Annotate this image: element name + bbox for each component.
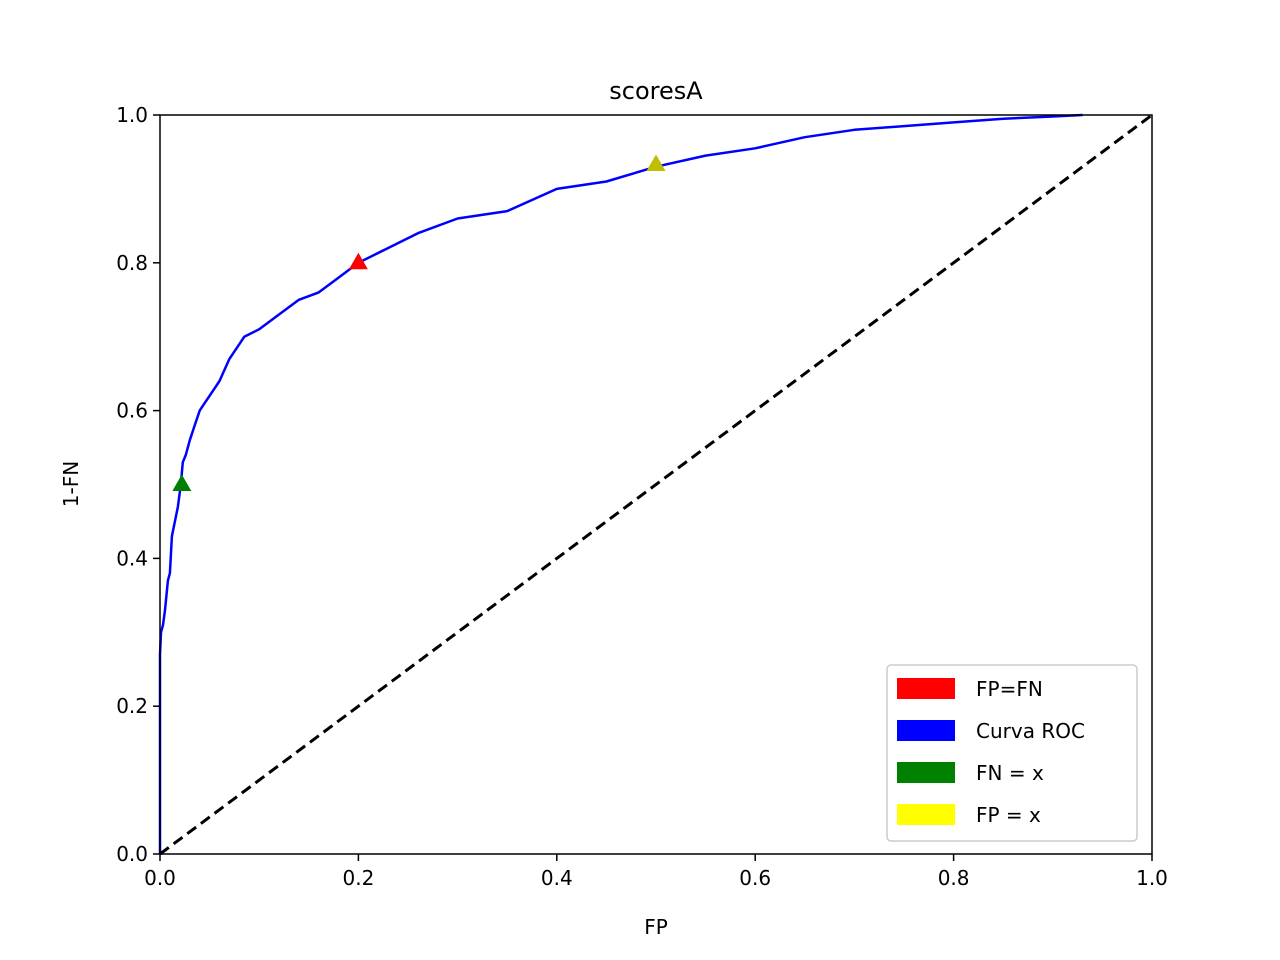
marker-point-2 [172, 474, 192, 491]
x-tick-label-5: 1.0 [1136, 866, 1168, 890]
axes-frame [159, 114, 1153, 855]
legend-swatch-fp-x [897, 804, 955, 825]
legend-swatch-curva-roc [897, 720, 955, 741]
axes: 0.0 0.2 0.4 0.6 0.8 1.0 0.0 0.2 0.4 0.6 0.8 1.0 [116, 103, 1168, 890]
x-tick-label-4: 0.8 [938, 866, 970, 890]
plot-area [158, 113, 1153, 856]
legend-label-curva-roc: Curva ROC [976, 719, 1085, 743]
marker-point-3 [646, 154, 666, 172]
x-tick-label-2: 0.4 [541, 866, 573, 890]
marker-point-1 [348, 252, 368, 270]
x-axis-label: FP [644, 915, 668, 939]
series-line-curva-roc [158, 113, 1083, 854]
chart-title: scoresA [609, 77, 703, 105]
x-tick-label-1: 0.2 [342, 866, 374, 890]
legend-swatch-fn-x [897, 762, 955, 783]
y-tick-label-3: 0.6 [116, 399, 148, 423]
legend-label-fp-fn: FP=FN [976, 677, 1043, 701]
x-tick-label-0: 0.0 [144, 866, 176, 890]
legend-label-fp-x: FP = x [976, 803, 1041, 827]
x-tick-label-3: 0.6 [739, 866, 771, 890]
y-tick-label-2: 0.4 [116, 546, 148, 570]
y-tick-label-5: 1.0 [116, 103, 148, 127]
y-axis-label: 1-FN [59, 461, 83, 507]
legend: FP=FN Curva ROC FN = x FP = x [886, 664, 1138, 842]
reference-diagonal-line [159, 113, 1153, 856]
legend-label-fn-x: FN = x [976, 761, 1044, 785]
y-tick-label-0: 0.0 [116, 842, 148, 866]
y-tick-label-1: 0.2 [116, 694, 148, 718]
legend-box [886, 664, 1138, 842]
y-tick-label-4: 0.8 [116, 251, 148, 275]
legend-swatch-fp-fn [897, 678, 955, 699]
